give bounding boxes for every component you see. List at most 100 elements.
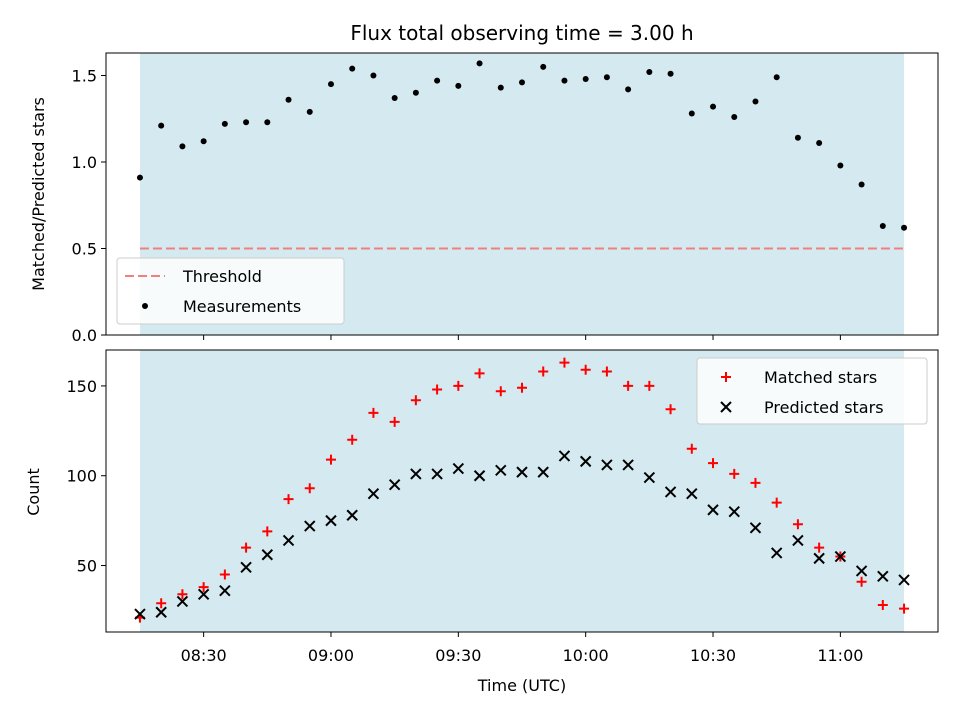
predicted-stars-point	[304, 520, 316, 532]
measurement-point	[349, 65, 356, 72]
predicted-stars-point	[558, 450, 571, 462]
predicted-stars-point	[579, 455, 592, 468]
measurement-point	[625, 86, 632, 93]
matched-stars-point	[495, 386, 506, 397]
x-tick-label: 11:00	[817, 646, 863, 665]
matched-stars-point	[899, 603, 910, 614]
matched-stars-point	[368, 407, 379, 418]
measurement-point	[243, 119, 250, 126]
matched-stars-point	[814, 542, 825, 553]
measurement-point	[497, 84, 504, 91]
y-tick-label: 0.0	[72, 326, 97, 345]
matched-stars-point	[156, 598, 167, 609]
measurement-point	[221, 120, 228, 127]
matched-stars-point	[453, 380, 464, 391]
measurement-point	[837, 162, 844, 169]
measurement-point	[582, 75, 589, 82]
y-axis-label-bottom: Count	[24, 468, 43, 516]
measurement-point	[412, 89, 419, 96]
matched-stars-point	[241, 542, 252, 553]
y-tick-label: 150	[66, 377, 97, 396]
measurement-point	[773, 74, 780, 81]
predicted-stars-point	[346, 509, 358, 521]
matched-stars-point	[771, 497, 782, 508]
predicted-stars-point	[282, 534, 295, 547]
predicted-stars-point	[261, 549, 274, 561]
predicted-stars-point	[770, 547, 783, 559]
predicted-stars-point	[898, 574, 910, 586]
measurement-point	[879, 223, 886, 230]
legend-measurements-label: Measurements	[183, 297, 301, 316]
matched-stars-point	[517, 382, 527, 393]
measurement-point	[646, 69, 653, 76]
matched-stars-point	[686, 443, 697, 454]
axes-frame	[105, 52, 939, 336]
predicted-stars-point	[388, 479, 401, 491]
matched-stars-point	[198, 582, 209, 593]
predicted-stars-point	[855, 565, 868, 577]
matched-stars-point	[750, 477, 761, 488]
x-tick-label: 09:00	[308, 646, 354, 665]
predicted-stars-point	[410, 468, 422, 480]
measurement-point	[391, 94, 398, 101]
predicted-stars-point	[219, 584, 231, 597]
x-axis-label: Time (UTC)	[477, 676, 566, 695]
measurement-point	[179, 143, 186, 150]
matched-stars-point	[665, 404, 676, 415]
bottom-panel-counts: 50 100 150 08:30 09:00 09:30 10:00 10:30 11:00 Ma…	[66, 349, 939, 665]
measurement-point	[858, 181, 865, 188]
matched-stars-point	[474, 368, 485, 379]
matched-stars-point	[283, 494, 294, 505]
matched-stars-point	[623, 380, 634, 391]
matched-stars-point	[262, 526, 273, 537]
y-tick-label: 0.5	[72, 239, 97, 258]
measurement-point	[158, 122, 165, 129]
predicted-stars-point	[601, 459, 613, 471]
predicted-stars-point	[537, 466, 549, 478]
matched-stars-point	[304, 483, 315, 494]
predicted-stars-point	[155, 606, 167, 618]
matched-stars-point	[877, 600, 888, 611]
predicted-stars-point	[176, 595, 189, 608]
matched-stars-point	[432, 384, 443, 395]
predicted-stars-point	[452, 462, 465, 475]
measurement-point	[285, 96, 292, 103]
predicted-stars-point	[495, 464, 507, 477]
measurement-point	[603, 74, 610, 81]
predicted-stars-point	[834, 550, 847, 563]
measurement-point	[264, 119, 271, 126]
measurement-point	[561, 77, 568, 84]
predicted-stars-point	[749, 522, 762, 534]
legend-measurements-swatch	[142, 303, 148, 309]
chart-title: Flux total observing time = 3.00 h	[350, 21, 693, 45]
predicted-stars-point	[473, 470, 486, 482]
predicted-stars-point	[728, 505, 740, 518]
predicted-stars-point	[431, 468, 443, 480]
matched-stars-point	[347, 434, 358, 445]
top-panel-ratio: 0.0 0.5 1.0 1.5 Threshold Measurements	[72, 52, 939, 345]
measurement-point	[434, 77, 441, 84]
measurement-point	[370, 72, 377, 79]
measurement-point	[200, 138, 207, 145]
y-tick-label: 1.5	[72, 66, 97, 85]
measurement-point	[752, 98, 759, 105]
predicted-stars-point	[792, 534, 804, 547]
matched-stars-point	[856, 576, 867, 587]
measurement-point	[327, 81, 334, 88]
legend-matched-label: Matched stars	[764, 368, 877, 387]
matched-stars-point	[219, 569, 230, 580]
x-tick-label: 08:30	[181, 646, 227, 665]
matched-stars-point	[792, 519, 803, 530]
matched-stars-point	[389, 416, 400, 427]
predicted-stars-point	[813, 552, 825, 565]
legend-matched-swatch	[721, 372, 731, 382]
predicted-stars-point	[325, 514, 337, 527]
measurement-point	[476, 60, 483, 67]
predicted-stars-point	[664, 486, 677, 498]
matched-stars-point	[708, 458, 719, 469]
matched-stars-point	[177, 589, 188, 600]
predicted-stars-point	[516, 466, 528, 478]
predicted-stars-point	[643, 471, 656, 484]
measurement-point	[901, 224, 908, 231]
